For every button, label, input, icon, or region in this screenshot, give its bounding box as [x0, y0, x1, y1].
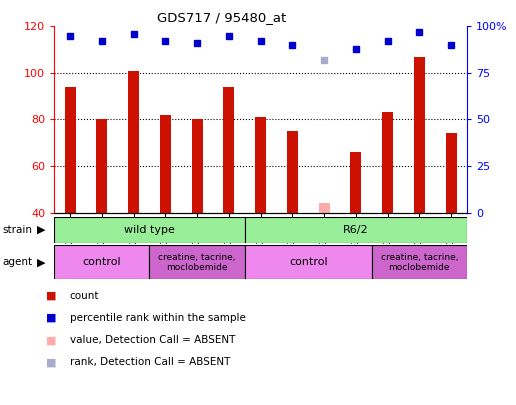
Bar [350, 152, 361, 213]
Text: GDS717 / 95480_at: GDS717 / 95480_at [157, 11, 286, 24]
Bar [445, 134, 457, 213]
Bar [191, 119, 203, 213]
Bar [160, 115, 171, 213]
Bar [245, 217, 467, 243]
Text: value, Detection Call = ABSENT: value, Detection Call = ABSENT [70, 335, 235, 345]
Text: percentile rank within the sample: percentile rank within the sample [70, 313, 246, 323]
Text: rank, Detection Call = ABSENT: rank, Detection Call = ABSENT [70, 358, 230, 367]
Text: agent: agent [3, 257, 33, 267]
Bar [382, 113, 393, 213]
Bar [150, 245, 245, 279]
Text: ■: ■ [46, 313, 57, 323]
Bar [54, 245, 150, 279]
Text: strain: strain [3, 225, 33, 235]
Bar [255, 117, 266, 213]
Text: ■: ■ [46, 335, 57, 345]
Bar [245, 245, 372, 279]
Text: creatine, tacrine,
moclobemide: creatine, tacrine, moclobemide [381, 253, 458, 272]
Bar [128, 70, 139, 213]
Bar [287, 131, 298, 213]
Bar [372, 245, 467, 279]
Text: wild type: wild type [124, 225, 175, 235]
Text: control: control [289, 257, 328, 267]
Text: ▶: ▶ [37, 257, 45, 267]
Bar [64, 87, 76, 213]
Bar [96, 119, 107, 213]
Bar [318, 203, 330, 213]
Text: ■: ■ [46, 358, 57, 367]
Text: ■: ■ [46, 291, 57, 301]
Text: count: count [70, 291, 99, 301]
Bar [223, 87, 234, 213]
Text: R6/2: R6/2 [343, 225, 368, 235]
Text: ▶: ▶ [37, 225, 45, 235]
Text: creatine, tacrine,
moclobemide: creatine, tacrine, moclobemide [158, 253, 236, 272]
Bar [54, 217, 245, 243]
Text: control: control [83, 257, 121, 267]
Bar [414, 57, 425, 213]
